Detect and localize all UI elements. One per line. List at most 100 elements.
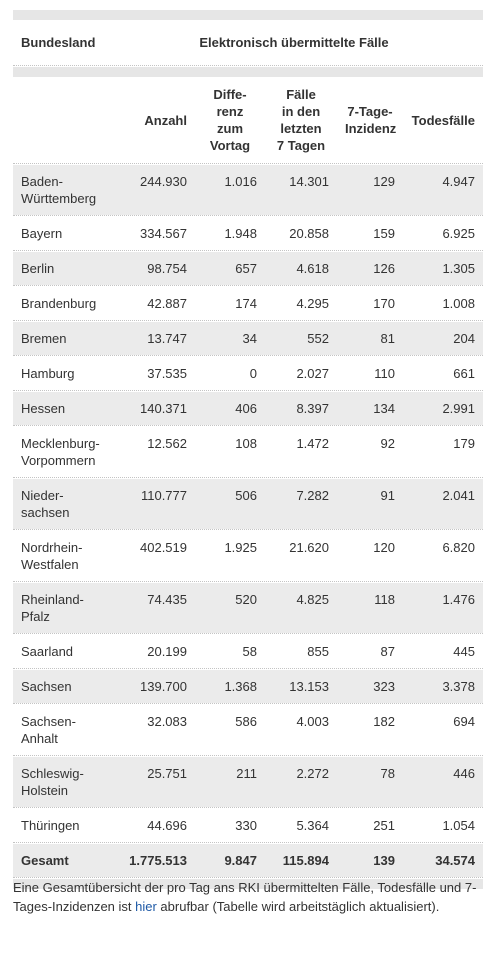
- cell-land: Schleswig- Holstein: [21, 766, 84, 798]
- cell-inzidenz: 251: [373, 818, 395, 833]
- cell-inzidenz: 126: [373, 261, 395, 276]
- cell-anzahl: 20.199: [147, 644, 187, 659]
- cell-inzidenz: 159: [373, 226, 395, 241]
- cell-faelle-7-tage: 7.282: [296, 488, 329, 503]
- cases-table: Bundesland Elektronisch übermittelte Fäl…: [13, 10, 483, 889]
- divider: [13, 250, 483, 252]
- divider: [13, 355, 483, 357]
- cell-anzahl: 110.777: [140, 488, 187, 503]
- divider: [13, 581, 483, 583]
- divider: [13, 633, 483, 635]
- cell-todesfaelle: 1.476: [442, 592, 475, 607]
- cell-land: Mecklenburg- Vorpommern: [21, 436, 100, 468]
- cell-inzidenz: 92: [380, 436, 395, 451]
- cell-differenz: 174: [235, 296, 257, 311]
- cell-inzidenz: 134: [373, 401, 395, 416]
- table-row: Sachsen- Anhalt 32.083 586 4.003 182 694: [13, 705, 483, 755]
- cell-faelle-7-tage: 4.618: [296, 261, 329, 276]
- total-row: Gesamt 1.775.513 9.847 115.894 139 34.57…: [13, 844, 483, 877]
- cell-todesfaelle: 34.574: [435, 853, 475, 868]
- cell-todesfaelle: 446: [453, 766, 475, 781]
- table-row: Mecklenburg- Vorpommern 12.562 108 1.472 92 1…: [13, 427, 483, 477]
- footnote-link[interactable]: hier: [135, 899, 157, 914]
- header-anzahl: Anzahl: [144, 112, 187, 128]
- cell-faelle-7-tage: 14.301: [289, 174, 329, 189]
- cell-faelle-7-tage: 4.295: [296, 296, 329, 311]
- cell-anzahl: 74.435: [147, 592, 187, 607]
- cell-todesfaelle: 2.041: [442, 488, 475, 503]
- cell-differenz: 108: [235, 436, 257, 451]
- cell-faelle-7-tage: 2.027: [296, 366, 329, 381]
- divider: [13, 755, 483, 757]
- divider: [13, 65, 483, 67]
- cell-inzidenz: 139: [373, 853, 395, 868]
- cell-differenz: 1.948: [224, 226, 257, 241]
- cell-differenz: 520: [235, 592, 257, 607]
- divider: [13, 425, 483, 427]
- cell-faelle-7-tage: 8.397: [296, 401, 329, 416]
- cell-inzidenz: 129: [373, 174, 395, 189]
- table-row: Sachsen 139.700 1.368 13.153 323 3.378: [13, 670, 483, 703]
- cell-todesfaelle: 204: [453, 331, 475, 346]
- cell-land: Sachsen- Anhalt: [21, 714, 76, 746]
- cell-land: Saarland: [21, 644, 74, 659]
- bottom-band: [13, 879, 483, 889]
- divider: [13, 842, 483, 844]
- cell-faelle-7-tage: 1.472: [296, 436, 329, 451]
- cell-faelle-7-tage: 552: [307, 331, 329, 346]
- cell-differenz: 1.368: [224, 679, 257, 694]
- table-row: Baden- Württemberg 244.930 1.016 14.301 129 4…: [13, 165, 483, 215]
- cell-inzidenz: 323: [373, 679, 395, 694]
- table-row: Hamburg 37.535 0 2.027 110 661: [13, 357, 483, 390]
- table-row: Rheinland- Pfalz 74.435 520 4.825 118 1.476: [13, 583, 483, 633]
- table-row: Hessen 140.371 406 8.397 134 2.991: [13, 392, 483, 425]
- cell-todesfaelle: 694: [453, 714, 475, 729]
- cell-anzahl: 42.887: [147, 296, 187, 311]
- cell-land: Brandenburg: [21, 296, 97, 311]
- header-inzidenz: 7-Tage- Inzidenz: [345, 104, 397, 136]
- table-row: Bremen 13.747 34 552 81 204: [13, 322, 483, 355]
- cell-inzidenz: 170: [373, 296, 395, 311]
- cell-anzahl: 37.535: [147, 366, 187, 381]
- divider: [13, 668, 483, 670]
- cell-inzidenz: 182: [373, 714, 395, 729]
- table-row: Nieder- sachsen 110.777 506 7.282 91 2.041: [13, 479, 483, 529]
- header-band: [13, 67, 483, 77]
- divider: [13, 320, 483, 322]
- cell-inzidenz: 110: [374, 366, 395, 381]
- cell-differenz: 58: [242, 644, 257, 659]
- cell-differenz: 9.847: [224, 853, 257, 868]
- cell-anzahl: 140.371: [140, 401, 187, 416]
- cell-todesfaelle: 1.054: [442, 818, 475, 833]
- cell-todesfaelle: 4.947: [442, 174, 475, 189]
- cell-anzahl: 32.083: [147, 714, 187, 729]
- cell-land: Sachsen: [21, 679, 72, 694]
- cell-land: Baden- Württemberg: [21, 174, 97, 206]
- cell-anzahl: 13.747: [147, 331, 187, 346]
- divider: [13, 529, 483, 531]
- cell-differenz: 1.016: [224, 174, 257, 189]
- cell-todesfaelle: 6.820: [442, 540, 475, 555]
- cell-anzahl: 44.696: [147, 818, 187, 833]
- cell-differenz: 506: [235, 488, 257, 503]
- header-row-columns: Anzahl Diffe- renz zum Vortag Fälle in d…: [13, 77, 483, 163]
- cell-differenz: 211: [236, 766, 257, 781]
- cell-todesfaelle: 1.305: [442, 261, 475, 276]
- cell-faelle-7-tage: 115.894: [282, 853, 329, 868]
- divider: [13, 215, 483, 217]
- cell-differenz: 0: [249, 366, 257, 381]
- top-band: [13, 10, 483, 20]
- cell-todesfaelle: 3.378: [442, 679, 475, 694]
- cell-anzahl: 244.930: [140, 174, 187, 189]
- cell-anzahl: 12.562: [147, 436, 187, 451]
- table-row: Schleswig- Holstein 25.751 211 2.272 78 446: [13, 757, 483, 807]
- cell-anzahl: 139.700: [140, 679, 187, 694]
- cell-todesfaelle: 1.008: [442, 296, 475, 311]
- header-bundesland: Bundesland: [21, 35, 96, 50]
- cell-faelle-7-tage: 4.825: [296, 592, 329, 607]
- cell-faelle-7-tage: 2.272: [296, 766, 329, 781]
- cell-anzahl: 98.754: [147, 261, 187, 276]
- cell-inzidenz: 78: [380, 766, 395, 781]
- divider: [13, 285, 483, 287]
- table-body: Baden- Württemberg 244.930 1.016 14.301 129 4…: [13, 165, 483, 842]
